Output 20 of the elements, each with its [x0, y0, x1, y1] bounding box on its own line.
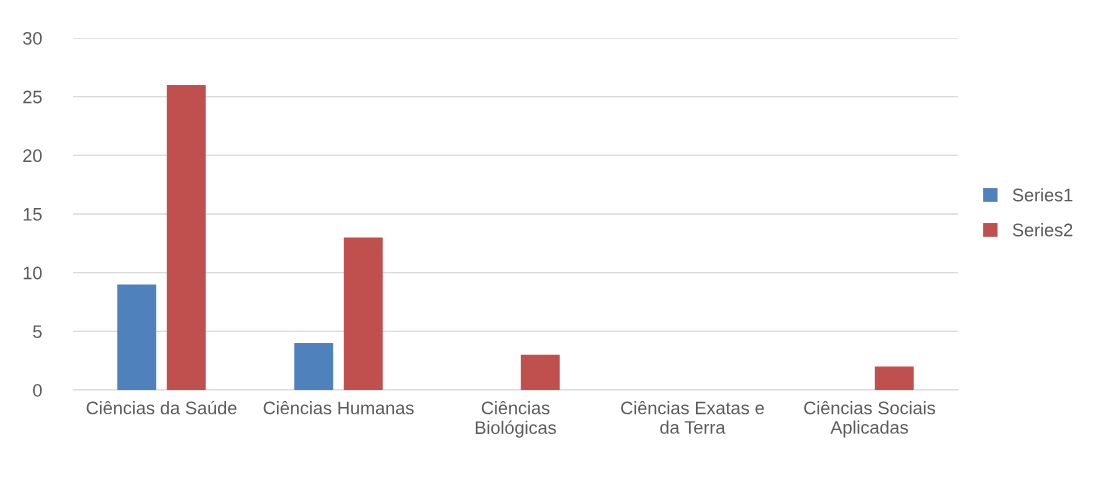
legend-label: Series2 — [1012, 223, 1073, 237]
bar — [294, 343, 334, 390]
x-tick-label: Ciências Biológicas — [475, 401, 556, 438]
bar — [343, 237, 383, 390]
legend-label: Series1 — [1012, 188, 1073, 202]
x-tick-label: Ciências Sociais Aplicadas — [804, 401, 936, 438]
bar — [874, 366, 914, 390]
x-tick-label: Ciências Exatas e da Terra — [621, 401, 764, 434]
x-tick-label: Ciências Humanas — [263, 401, 414, 415]
y-tick-label: 20 — [23, 149, 42, 163]
bar — [166, 84, 206, 390]
bar — [520, 354, 560, 390]
y-tick-label: 15 — [23, 208, 42, 221]
x-tick-label: Ciências da Saúde — [86, 400, 237, 415]
y-tick-label: 25 — [23, 90, 42, 104]
y-tick-label: 0 — [33, 383, 42, 397]
y-tick-label: 5 — [33, 325, 42, 339]
y-tick-label: 10 — [23, 266, 42, 280]
y-tick-label: 30 — [23, 31, 42, 45]
bar — [117, 284, 157, 390]
